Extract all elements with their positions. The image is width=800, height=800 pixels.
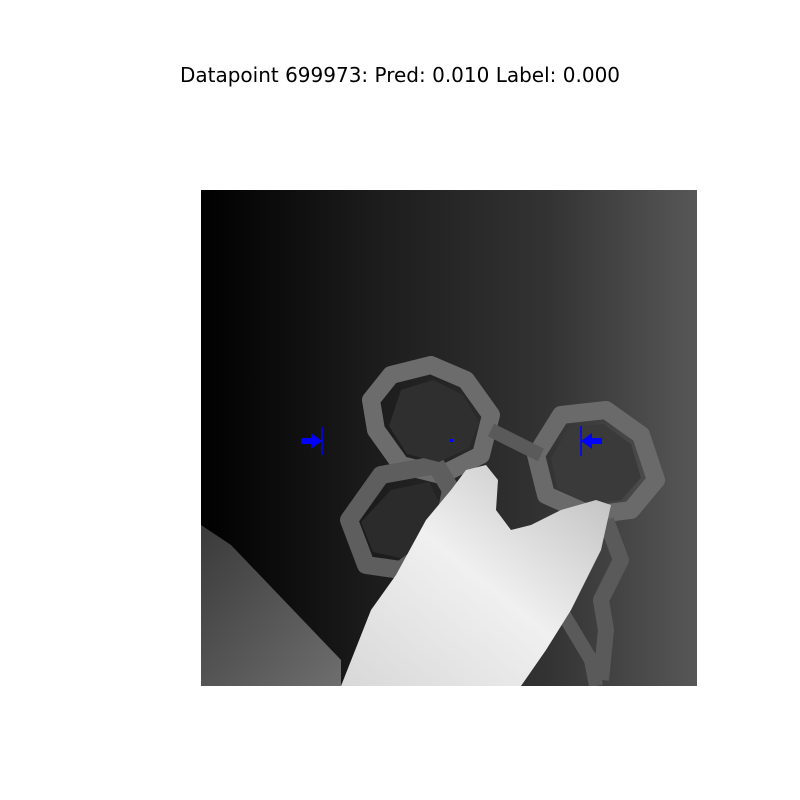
depth-image (201, 190, 697, 686)
hex-object (340, 356, 665, 686)
hex-cell (389, 380, 479, 462)
right-marker-shaft (590, 438, 602, 444)
left-marker-shaft (301, 438, 313, 444)
left-marker-head (311, 433, 322, 449)
figure-title: Datapoint 699973: Pred: 0.010 Label: 0.0… (179, 63, 621, 87)
floor-region (201, 525, 341, 686)
center-marker (450, 439, 453, 442)
right-marker-head (581, 433, 592, 449)
hex-cell (551, 424, 641, 504)
grasp-markers (301, 426, 602, 456)
gripper-shape (341, 465, 611, 686)
